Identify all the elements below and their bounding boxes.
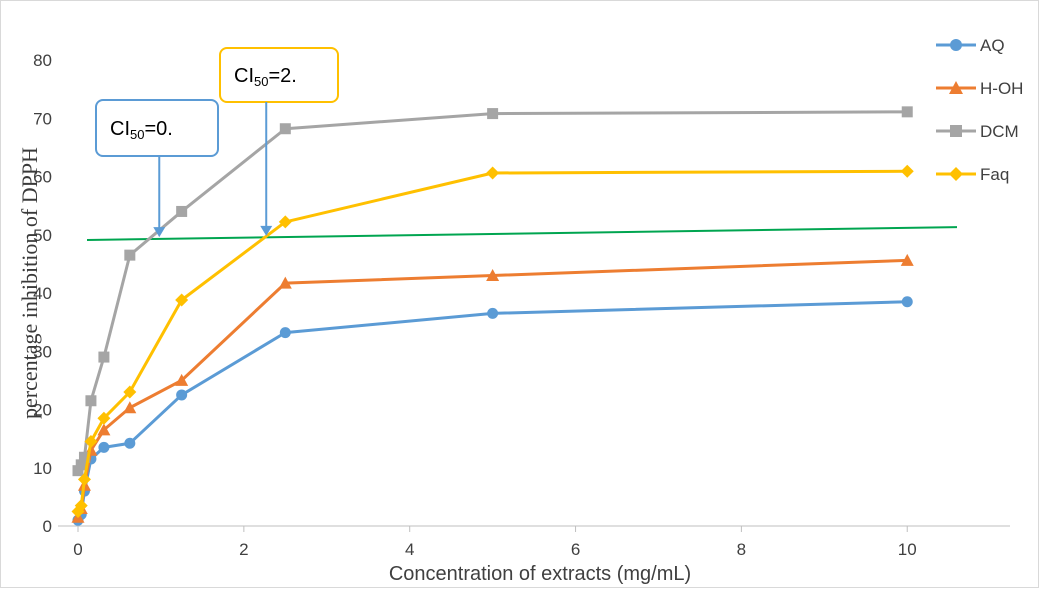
legend-marker [950, 39, 962, 51]
legend-marker [950, 125, 962, 137]
data-point-faq [123, 385, 137, 399]
data-point-dcm [78, 451, 90, 463]
data-point-aq [279, 327, 291, 339]
data-point-h-oh [278, 276, 292, 289]
data-point-aq [487, 307, 499, 319]
data-point-h-oh [486, 269, 500, 282]
x-tick-label: 2 [239, 540, 248, 559]
data-point-dcm [98, 351, 110, 363]
y-tick-label: 70 [33, 109, 52, 128]
legend-marker [949, 81, 963, 94]
legend-label: AQ [980, 36, 1005, 55]
callout-suffix: =2. [268, 65, 296, 87]
annotations-group: CI50=0.CI50=2. [95, 47, 339, 238]
series-group [71, 106, 914, 526]
data-point-dcm [75, 459, 87, 471]
data-point-dcm [72, 465, 84, 477]
reference-line [86, 226, 958, 241]
legend-label: DCM [980, 122, 1019, 141]
x-tick-label: 0 [73, 540, 82, 559]
series-line-faq [76, 169, 908, 513]
callout-2: CI50=2. [219, 47, 339, 236]
legend-item-aq: AQ [936, 36, 1005, 55]
data-point-dcm [487, 108, 499, 120]
data-point-h-oh [97, 423, 111, 436]
y-tick-label: 10 [33, 459, 52, 478]
data-point-faq [278, 215, 292, 229]
data-point-dcm [279, 123, 291, 135]
legend-item-h-oh: H-OH [936, 79, 1023, 98]
y-tick-label: 60 [33, 168, 52, 187]
data-point-aq [124, 437, 136, 449]
y-axis-label: percentage inhibition of DPPH [17, 147, 42, 419]
data-point-faq [175, 293, 189, 307]
callout-label: CI50=0. [110, 118, 173, 142]
x-tick-label: 8 [737, 540, 746, 559]
callout-arrow-head [153, 227, 166, 238]
series-faq [71, 164, 914, 518]
axes: 0 2 4 6 8 10 0 10 20 30 40 50 60 70 80 [33, 51, 1010, 559]
data-point-h-oh [900, 253, 914, 266]
callout-prefix: CI [234, 65, 254, 87]
data-point-aq [901, 296, 913, 308]
callout-subscript: 50 [130, 127, 144, 142]
legend-marker [949, 167, 963, 181]
callout-box [95, 99, 219, 157]
reference-line-group [86, 226, 958, 241]
y-tick-label: 40 [33, 284, 52, 303]
callout-prefix: CI [110, 118, 130, 140]
data-point-h-oh [123, 401, 137, 414]
legend-label: Faq [980, 165, 1009, 184]
callout-subscript: 50 [254, 74, 268, 89]
legend: AQ H-OH DCM Faq [936, 36, 1023, 184]
data-point-faq [97, 411, 111, 425]
data-point-dcm [124, 249, 136, 261]
legend-label: H-OH [980, 79, 1023, 98]
data-point-dcm [85, 395, 97, 407]
data-point-faq [74, 499, 88, 513]
data-point-dcm [176, 205, 188, 217]
y-tick-label: 20 [33, 401, 52, 420]
data-point-dcm [901, 106, 913, 118]
data-point-faq [486, 166, 500, 180]
callout-1: CI50=0. [95, 99, 219, 238]
x-tick-label: 6 [571, 540, 580, 559]
callout-arrow-head [260, 225, 273, 236]
data-point-faq [77, 472, 91, 486]
callout-suffix: =0. [144, 118, 172, 140]
data-point-faq [900, 164, 914, 178]
y-tick-label: 80 [33, 51, 52, 70]
y-tick-label: 0 [43, 517, 52, 536]
y-tick-label: 50 [33, 226, 52, 245]
y-tick-label: 30 [33, 342, 52, 361]
series-dcm [72, 106, 913, 477]
data-point-h-oh [175, 373, 189, 386]
x-tick-label: 4 [405, 540, 414, 559]
data-point-faq [84, 435, 98, 449]
legend-item-dcm: DCM [936, 122, 1019, 141]
x-tick-label: 10 [898, 540, 917, 559]
data-point-aq [98, 441, 110, 453]
callout-box [219, 47, 339, 103]
legend-item-faq: Faq [936, 165, 1009, 184]
callout-label: CI50=2. [234, 65, 297, 89]
data-point-aq [176, 389, 188, 401]
x-axis-label: Concentration of extracts (mg/mL) [389, 563, 691, 585]
